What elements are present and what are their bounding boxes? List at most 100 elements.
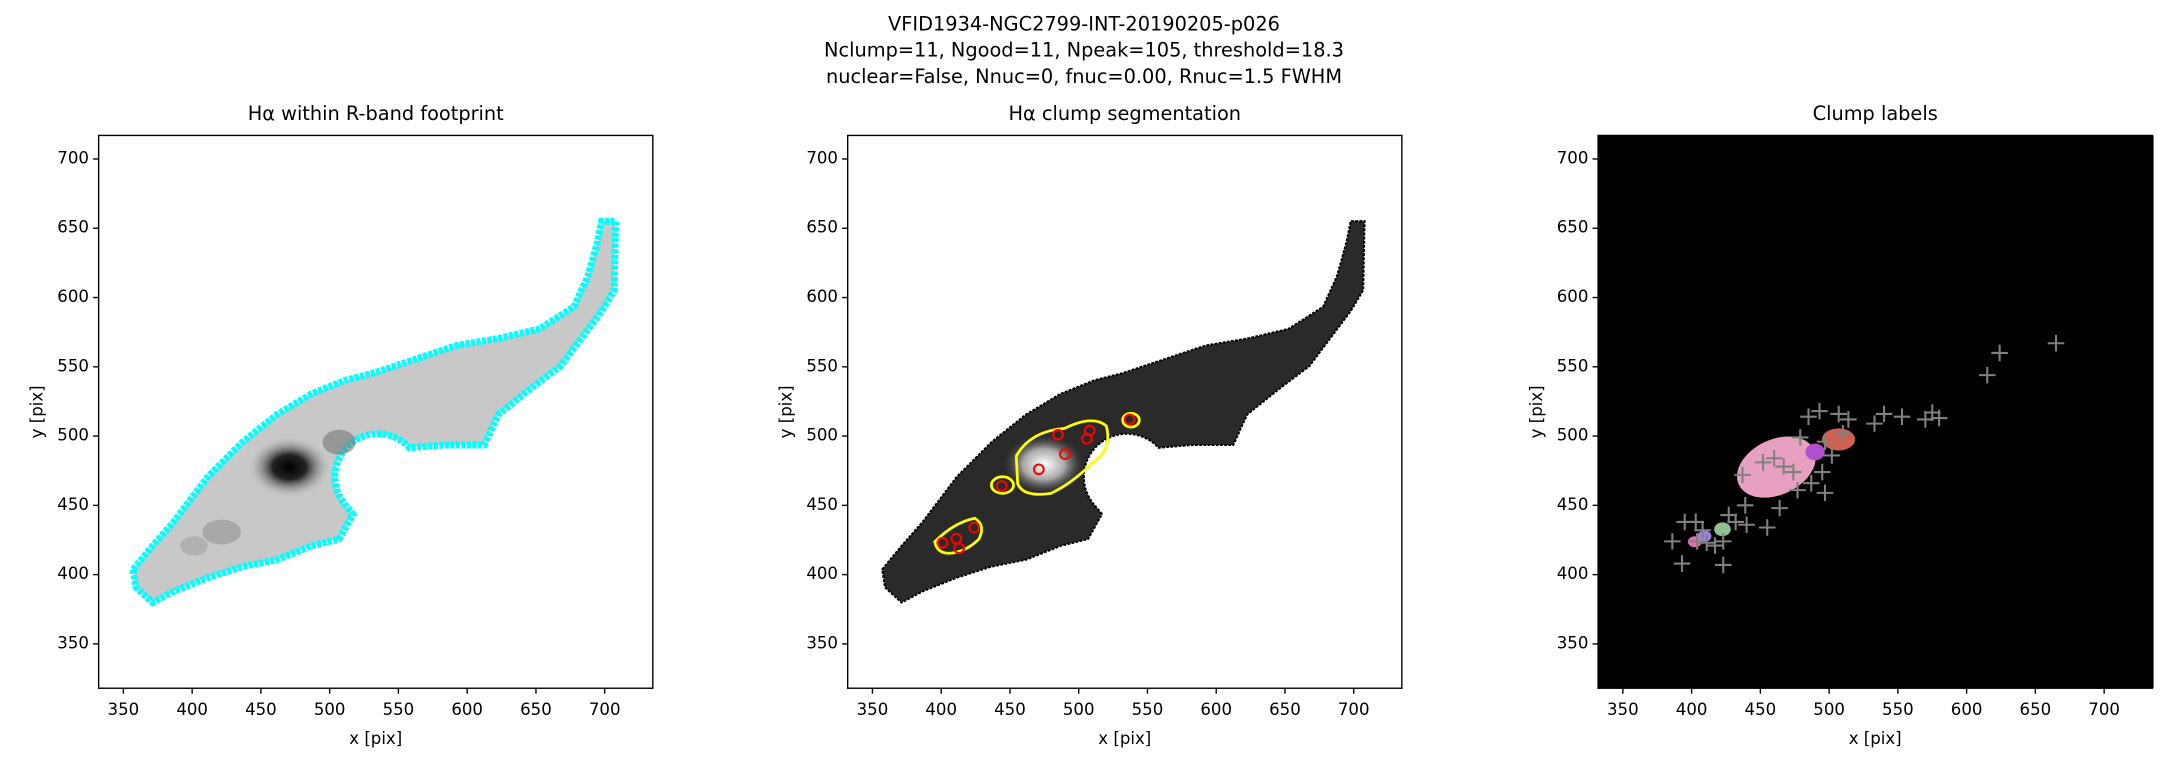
y-tick-label: 650	[806, 218, 838, 237]
x-tick-label: 500	[314, 700, 346, 719]
x-tick-label: 400	[925, 700, 957, 719]
clump-peak	[968, 521, 981, 534]
x-tick-label: 650	[1269, 700, 1301, 719]
figure-title: VFID1934-NGC2799-INT-20190205-p026	[888, 12, 1280, 35]
peak-cross	[1706, 537, 1724, 554]
peak-cross	[1736, 497, 1754, 514]
x-tick-label: 450	[245, 700, 277, 719]
y-tick-label: 650	[1557, 218, 1589, 237]
peak-cross	[1791, 429, 1809, 446]
peak-cross	[1813, 463, 1831, 481]
peak-cross	[1800, 408, 1817, 425]
peak-cross	[1917, 411, 1934, 428]
x-tick-label: 350	[108, 700, 140, 719]
peak-cross	[1698, 534, 1716, 552]
x-tick-label: 650	[2020, 700, 2052, 719]
peak-cross	[1673, 555, 1691, 572]
peak-cross	[1802, 474, 1820, 492]
y-tick-label: 700	[57, 148, 89, 167]
peak-cross	[1676, 513, 1694, 531]
peak-cross	[1771, 499, 1788, 517]
peak-cross	[1738, 516, 1755, 534]
y-axis-label: y [pix]	[27, 385, 46, 438]
y-tick-label: 600	[806, 287, 838, 306]
x-tick-label: 400	[176, 700, 208, 719]
peak-cross	[1875, 405, 1893, 423]
peak-cross	[1816, 484, 1834, 502]
peak-cross	[1866, 415, 1883, 432]
x-axis-label: x [pix]	[1849, 729, 1902, 748]
x-tick-label: 500	[1063, 700, 1095, 719]
y-tick-label: 600	[1557, 287, 1589, 306]
x-axis-label: x [pix]	[349, 729, 402, 748]
figure-title: Nclump=11, Ngood=11, Npeak=105, threshol…	[824, 39, 1344, 62]
x-tick-label: 450	[994, 700, 1026, 719]
x-tick-label: 500	[1813, 700, 1845, 719]
y-tick-label: 350	[806, 633, 838, 652]
peak-cross	[1789, 481, 1806, 499]
clump-peak	[1083, 424, 1096, 437]
y-tick-label: 400	[806, 564, 838, 583]
axes-frame	[97, 134, 654, 689]
x-tick-label: 600	[1200, 700, 1232, 719]
peak-cross	[1734, 466, 1751, 484]
peak-cross	[1834, 425, 1852, 442]
peak-cross	[1785, 463, 1802, 481]
y-tick-label: 700	[806, 148, 838, 167]
x-tick-label: 400	[1676, 700, 1708, 719]
y-tick-label: 600	[57, 287, 89, 306]
peak-cross	[1978, 366, 1996, 384]
peak-cross	[1811, 402, 1828, 420]
x-tick-label: 700	[2088, 700, 2120, 719]
peak-cross	[1664, 533, 1681, 550]
y-tick-label: 350	[57, 633, 89, 652]
panel-title: Clump labels	[1813, 102, 1938, 125]
x-tick-label: 650	[520, 700, 552, 719]
clump-peak	[1032, 463, 1045, 476]
peak-cross	[1930, 409, 1948, 427]
clump-peak	[995, 480, 1008, 492]
x-tick-label: 350	[1607, 700, 1639, 719]
y-tick-label: 550	[1557, 356, 1589, 375]
y-tick-label: 550	[806, 356, 838, 375]
peak-cross	[1694, 521, 1711, 539]
labels-image	[1598, 135, 2154, 689]
peak-cross	[1754, 454, 1772, 471]
peak-cross	[1714, 533, 1732, 550]
axes-frame	[846, 134, 1403, 689]
x-tick-label: 450	[1745, 700, 1777, 719]
peak-cross	[1758, 519, 1776, 536]
x-tick-label: 700	[1338, 700, 1370, 719]
y-tick-label: 400	[1557, 564, 1589, 583]
peak-cross	[1840, 411, 1857, 428]
clump-peak	[1052, 428, 1064, 441]
peak-cross	[1714, 556, 1732, 574]
axes-frame	[1597, 134, 2153, 689]
y-tick-label: 650	[57, 218, 89, 237]
peak-cross	[1823, 447, 1841, 464]
y-tick-label: 450	[1557, 495, 1589, 514]
y-tick-label: 450	[57, 495, 89, 514]
y-tick-label: 500	[57, 426, 89, 445]
x-tick-label: 550	[383, 700, 415, 719]
peak-cross	[1830, 405, 1848, 423]
x-tick-label: 600	[451, 700, 483, 719]
peak-cross	[1720, 506, 1738, 524]
x-tick-label: 550	[1882, 700, 1914, 719]
panel-title: Hα within R-band footprint	[248, 102, 504, 125]
y-tick-label: 500	[806, 426, 838, 445]
clump-peak	[1059, 448, 1071, 460]
x-tick-label: 700	[589, 700, 621, 719]
y-tick-label: 700	[1557, 148, 1589, 167]
figure-title: nuclear=False, Nnuc=0, fnuc=0.00, Rnuc=1…	[826, 65, 1342, 88]
peak-cross	[1991, 344, 2008, 362]
peak-cross	[1893, 408, 1911, 425]
x-tick-label: 600	[1951, 700, 1983, 719]
peak-cross	[1765, 449, 1783, 467]
clump-peak	[936, 536, 949, 549]
x-tick-label: 350	[857, 700, 889, 719]
clump-peak	[1123, 413, 1136, 426]
y-tick-label: 450	[806, 495, 838, 514]
panel-title: Hα clump segmentation	[1008, 102, 1241, 125]
